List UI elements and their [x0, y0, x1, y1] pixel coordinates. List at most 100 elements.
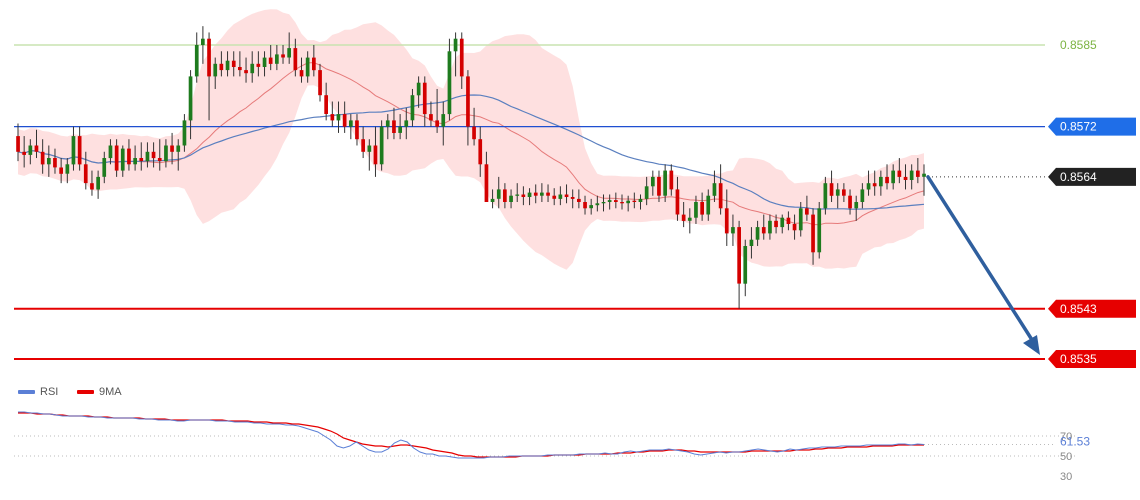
candle-down: [521, 194, 526, 197]
candle-down: [170, 145, 174, 152]
rsi-last-value: 61.53: [1060, 435, 1090, 449]
candle-down: [231, 60, 236, 67]
candle-down: [614, 200, 618, 202]
candle-up: [65, 164, 70, 174]
candle-down: [459, 38, 464, 77]
ma-slow-line: [17, 94, 925, 210]
candle-down: [503, 189, 507, 202]
candle-down: [342, 114, 347, 127]
candle-down: [312, 57, 316, 71]
rsi-tick-label: 50: [1060, 451, 1072, 463]
candle-down: [681, 214, 686, 221]
candle-down: [40, 151, 45, 165]
candle-down: [620, 202, 624, 204]
candle-down: [244, 70, 248, 74]
candle-up: [663, 170, 667, 196]
candle-up: [706, 195, 711, 215]
candle-up: [102, 158, 107, 177]
candle-down: [675, 189, 680, 215]
candle-down: [533, 192, 538, 196]
candle-up: [595, 203, 600, 206]
candle-up: [509, 195, 513, 202]
candle-up: [404, 120, 409, 127]
level-label: 0.8543: [1060, 302, 1097, 316]
candle-down: [157, 158, 162, 162]
candle-up: [188, 76, 193, 121]
candle-down: [737, 227, 741, 284]
rsi-tick-label: 70: [1060, 431, 1072, 443]
candle-down: [151, 151, 156, 159]
candle-down: [429, 114, 433, 121]
candle-down: [657, 176, 661, 196]
candle-down: [724, 208, 729, 234]
candle-down: [872, 183, 877, 187]
candle-up: [367, 145, 372, 152]
forecast-arrow-shaft: [926, 175, 1036, 345]
ma-fast-line: [17, 62, 925, 226]
candle-up: [145, 151, 150, 162]
level-label: 0.8564: [1060, 170, 1097, 184]
candle-down: [774, 220, 778, 228]
candle-down: [916, 170, 920, 177]
candle-up: [687, 217, 692, 221]
candle-up: [287, 48, 291, 58]
candle-down: [564, 194, 569, 197]
candle-up: [866, 183, 871, 190]
rsi-tick-label: 30: [1060, 471, 1072, 483]
bollinger-band: [18, 9, 924, 270]
candle-down: [885, 176, 889, 184]
candle-up: [71, 136, 76, 165]
rsi-line: [18, 411, 925, 459]
candle-up: [749, 239, 754, 246]
candle-down: [805, 208, 809, 215]
candle-up: [558, 194, 563, 199]
candle-up: [250, 63, 255, 74]
candle-up: [879, 176, 883, 187]
candle-up: [490, 198, 495, 202]
legend-swatch: [77, 390, 94, 394]
candle-down: [268, 57, 273, 64]
candle-up: [798, 208, 803, 231]
candle-up: [817, 208, 822, 253]
level-badge: [1048, 350, 1136, 368]
legend-label: RSI: [40, 386, 58, 398]
candle-down: [90, 183, 94, 190]
candle-up: [909, 170, 914, 180]
candle-up: [133, 158, 137, 165]
level-label: 0.8535: [1060, 352, 1097, 366]
candle-down: [786, 217, 791, 224]
candle-down: [16, 136, 20, 152]
candle-up: [496, 189, 501, 199]
candle-down: [392, 120, 396, 133]
candle-up: [854, 202, 859, 209]
candle-down: [478, 139, 483, 165]
level-labels: 0.8585 0.8572 0.8564 0.8543 0.8535: [1048, 38, 1136, 368]
candle-up: [262, 57, 267, 67]
candle-up: [515, 194, 520, 196]
candle-down: [22, 151, 26, 155]
candle-up: [201, 38, 205, 45]
candle-up: [835, 189, 840, 196]
candle-up: [731, 227, 735, 234]
candle-up: [601, 202, 606, 204]
candle-down: [324, 95, 328, 114]
candle-up: [626, 200, 630, 204]
candle-down: [811, 214, 815, 253]
candle-up: [28, 145, 33, 155]
candle-up: [305, 57, 310, 77]
candle-up: [416, 82, 421, 96]
legend-label: 9MA: [99, 386, 122, 398]
candle-down: [577, 198, 581, 202]
candle-down: [792, 224, 797, 231]
candle-up: [638, 198, 643, 202]
candles: [16, 26, 926, 309]
candle-down: [127, 148, 131, 165]
candle-down: [281, 54, 285, 58]
bollinger-fill: [18, 9, 924, 270]
candle-up: [164, 145, 168, 162]
candle-up: [385, 120, 390, 127]
candle-up: [182, 120, 187, 146]
candle-up: [108, 145, 113, 159]
